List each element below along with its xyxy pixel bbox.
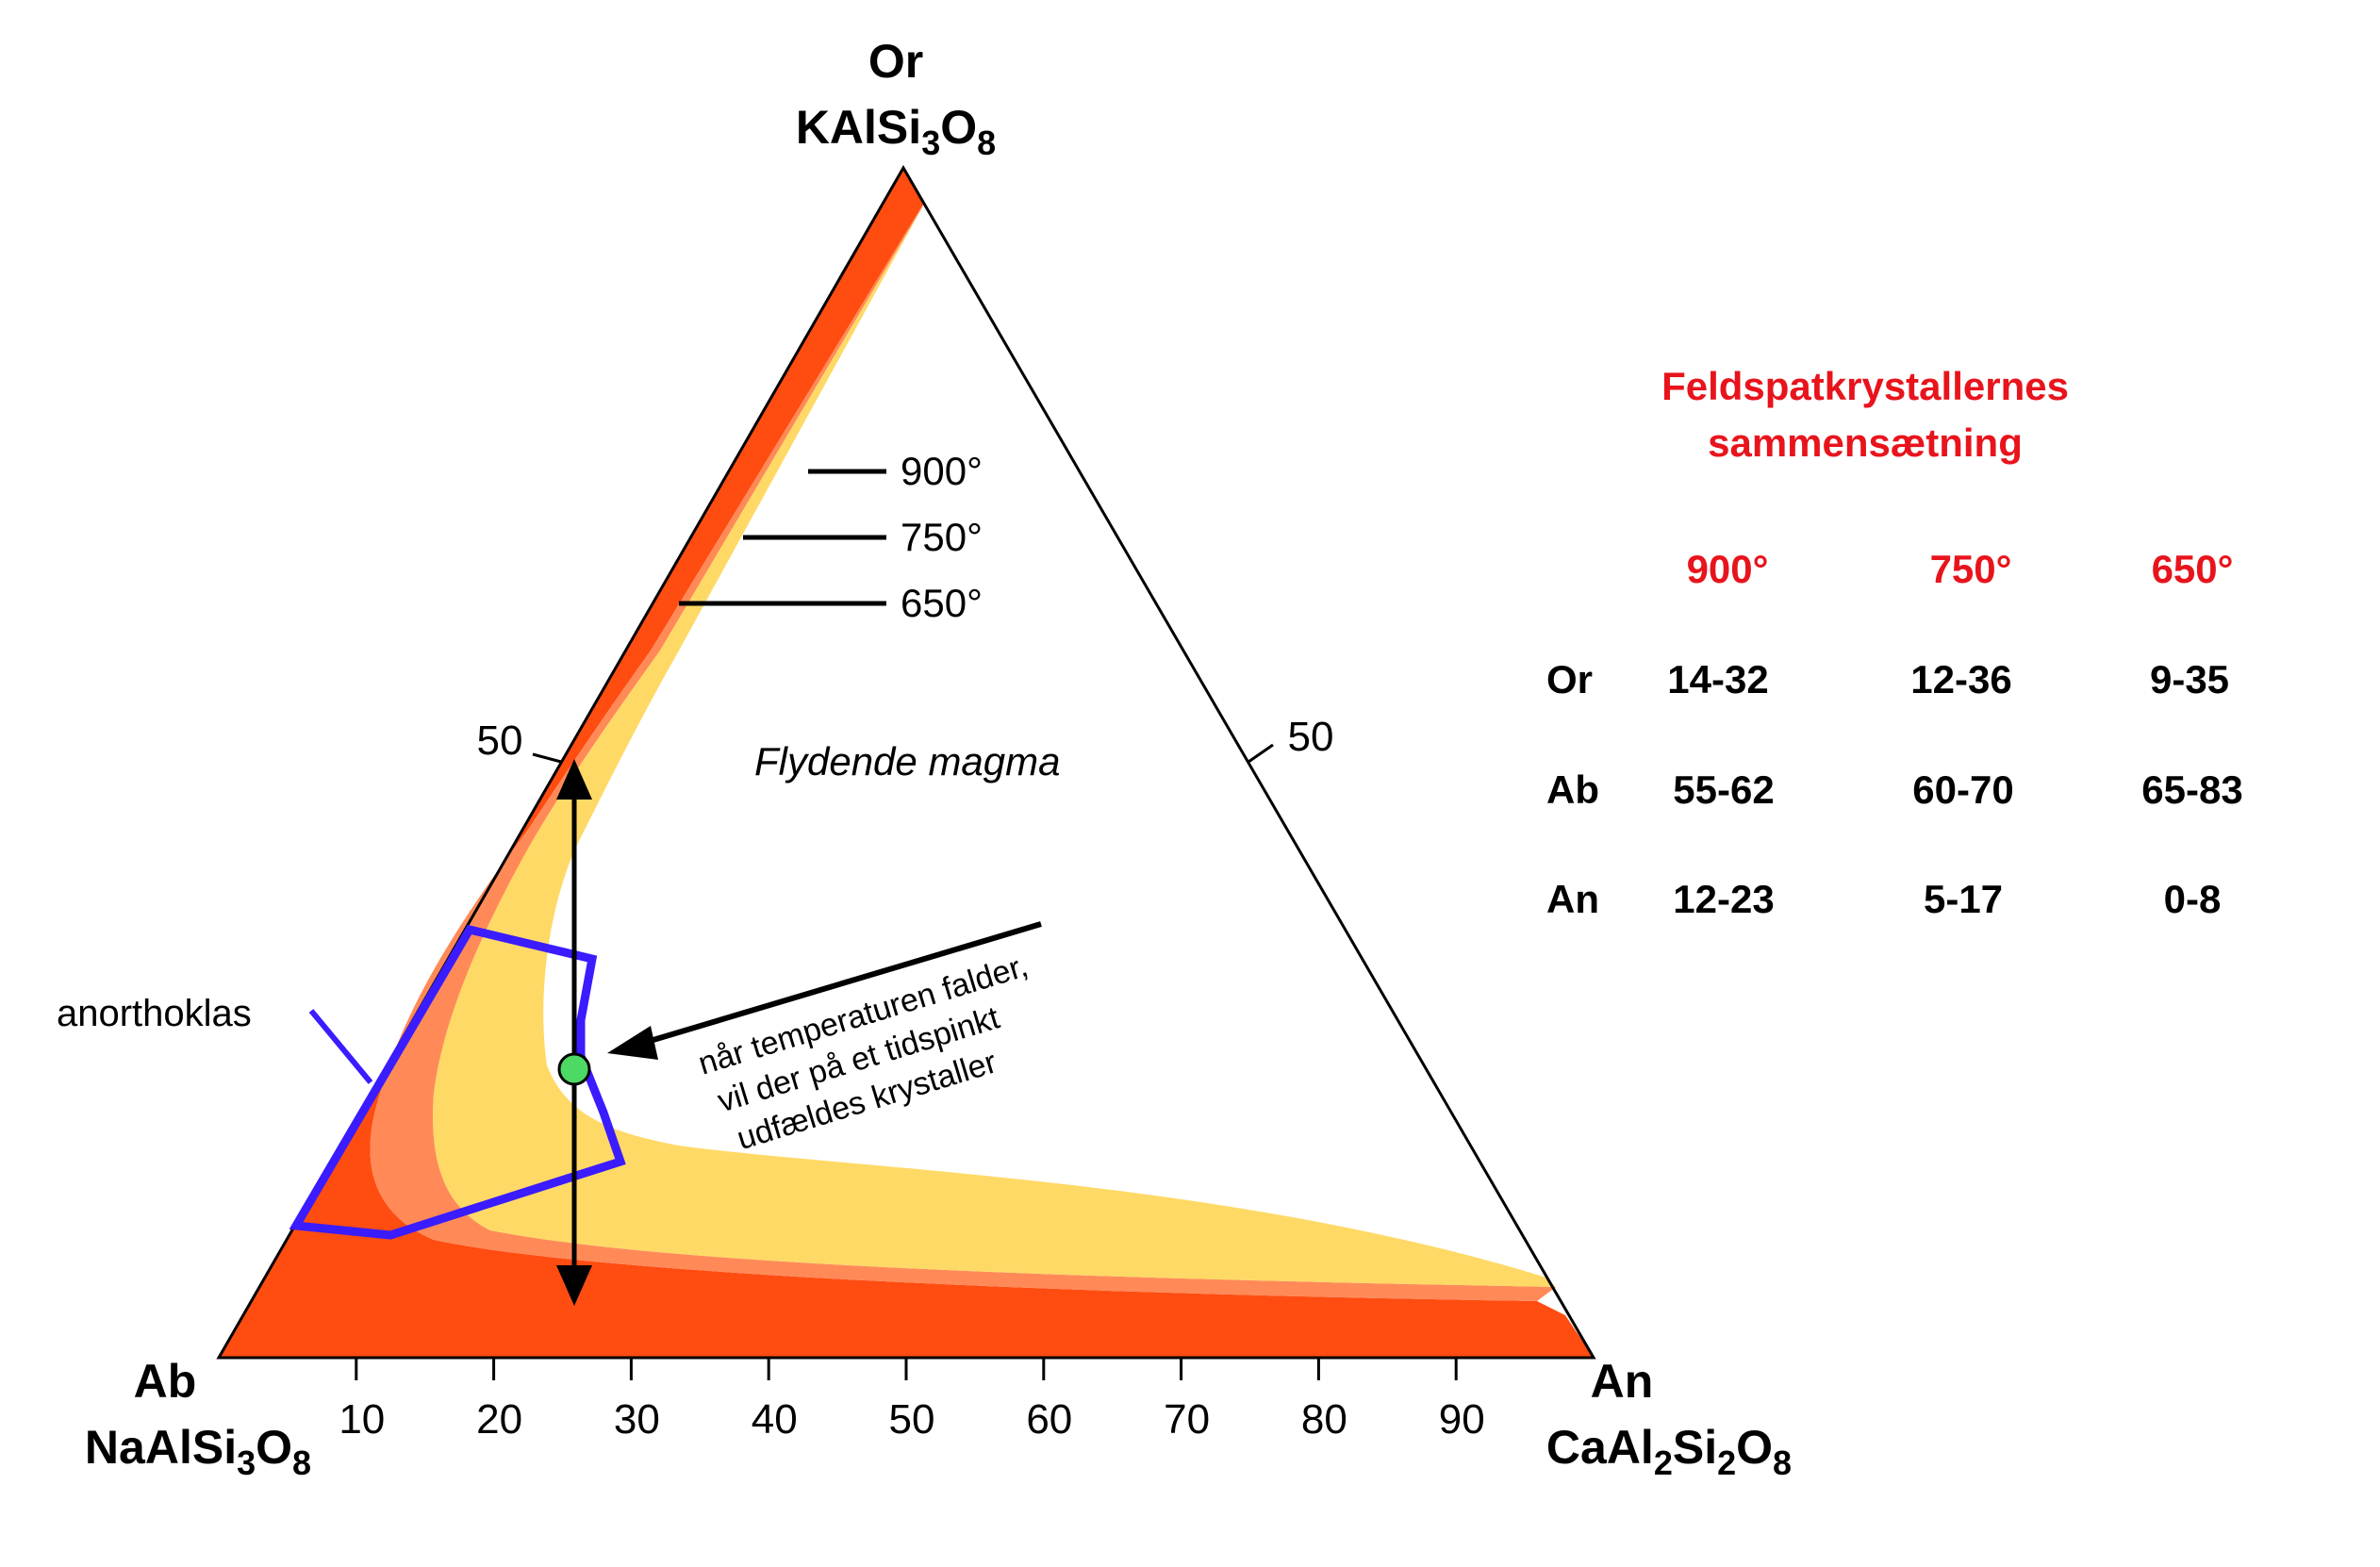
liquid-magma-label: Flydende magma xyxy=(754,739,1061,784)
table-header-650: 650° xyxy=(2152,547,2234,591)
table-cell: 12-23 xyxy=(1673,877,1774,921)
composition-point xyxy=(557,1052,591,1086)
table-cell: 55-62 xyxy=(1673,767,1774,812)
bottom-tick-label: 20 xyxy=(476,1396,522,1443)
cooling-note: når temperaturen falder, vil der på et t… xyxy=(694,948,1032,1157)
bottom-tick-label: 30 xyxy=(614,1396,660,1443)
anorthoclase-annotation: anorthoklas xyxy=(57,993,373,1084)
band-650 xyxy=(433,207,1557,1287)
table-cell: 0-8 xyxy=(2164,877,2222,921)
composition-table: Feldspatkrystallernes sammensætning 900°… xyxy=(1546,364,2243,921)
left-edge-tick: 50 xyxy=(477,718,562,764)
table-row-label: Or xyxy=(1546,657,1593,701)
temp-label-900: 900° xyxy=(808,449,983,493)
svg-text:900°: 900° xyxy=(901,449,983,493)
table-cell: 12-36 xyxy=(1910,657,2011,701)
bottom-tick-label: 50 xyxy=(889,1396,935,1443)
table-cell: 9-35 xyxy=(2150,657,2229,701)
bottom-tick-label: 90 xyxy=(1439,1396,1485,1443)
svg-text:Ab: Ab xyxy=(134,1355,197,1408)
table-title-line1: Feldspatkrystallernes xyxy=(1661,364,2069,408)
bottom-tick-label: 80 xyxy=(1301,1396,1347,1443)
anorthoclase-field xyxy=(289,924,626,1240)
table-title-line2: sammensætning xyxy=(1708,421,2023,465)
temp-label-750: 750° xyxy=(743,515,983,559)
bottom-tick-label: 70 xyxy=(1164,1396,1210,1443)
svg-text:Or: Or xyxy=(868,35,923,88)
svg-text:An: An xyxy=(1591,1355,1654,1408)
svg-text:750°: 750° xyxy=(901,515,983,559)
table-cell: 14-32 xyxy=(1667,657,1768,701)
svg-text:CaAl2Si2O8: CaAl2Si2O8 xyxy=(1546,1421,1792,1482)
table-header-900: 900° xyxy=(1687,547,1769,591)
svg-text:650°: 650° xyxy=(901,581,983,625)
bottom-tick-label: 40 xyxy=(752,1396,798,1443)
svg-text:anorthoklas: anorthoklas xyxy=(57,993,252,1034)
temp-label-650: 650° xyxy=(679,581,983,625)
bottom-tick-label: 10 xyxy=(339,1396,385,1443)
svg-text:KAlSi3O8: KAlSi3O8 xyxy=(796,101,996,162)
right-edge-tick: 50 xyxy=(1248,714,1334,764)
vertical-double-arrow xyxy=(556,759,592,1306)
table-cell: 5-17 xyxy=(1924,877,2003,921)
table-cell: 65-83 xyxy=(2141,767,2242,812)
vertex-an: An CaAl2Si2O8 xyxy=(1546,1355,1792,1482)
band-900 xyxy=(219,168,1594,1358)
table-cell: 60-70 xyxy=(1912,767,2013,812)
svg-text:50: 50 xyxy=(477,718,523,764)
vertex-ab: Ab NaAlSi3O8 xyxy=(85,1355,311,1482)
bottom-tick-label: 60 xyxy=(1026,1396,1072,1443)
svg-text:NaAlSi3O8: NaAlSi3O8 xyxy=(85,1421,311,1482)
table-row-label: Ab xyxy=(1546,767,1599,812)
vertex-or: Or KAlSi3O8 xyxy=(796,35,996,162)
table-header-750: 750° xyxy=(1930,547,2012,591)
cooling-arrow xyxy=(607,921,1042,1060)
bottom-axis-ticks: 10 20 30 40 50 60 70 80 90 xyxy=(339,1358,1485,1443)
svg-text:50: 50 xyxy=(1288,714,1334,760)
table-row-label: An xyxy=(1546,877,1599,921)
